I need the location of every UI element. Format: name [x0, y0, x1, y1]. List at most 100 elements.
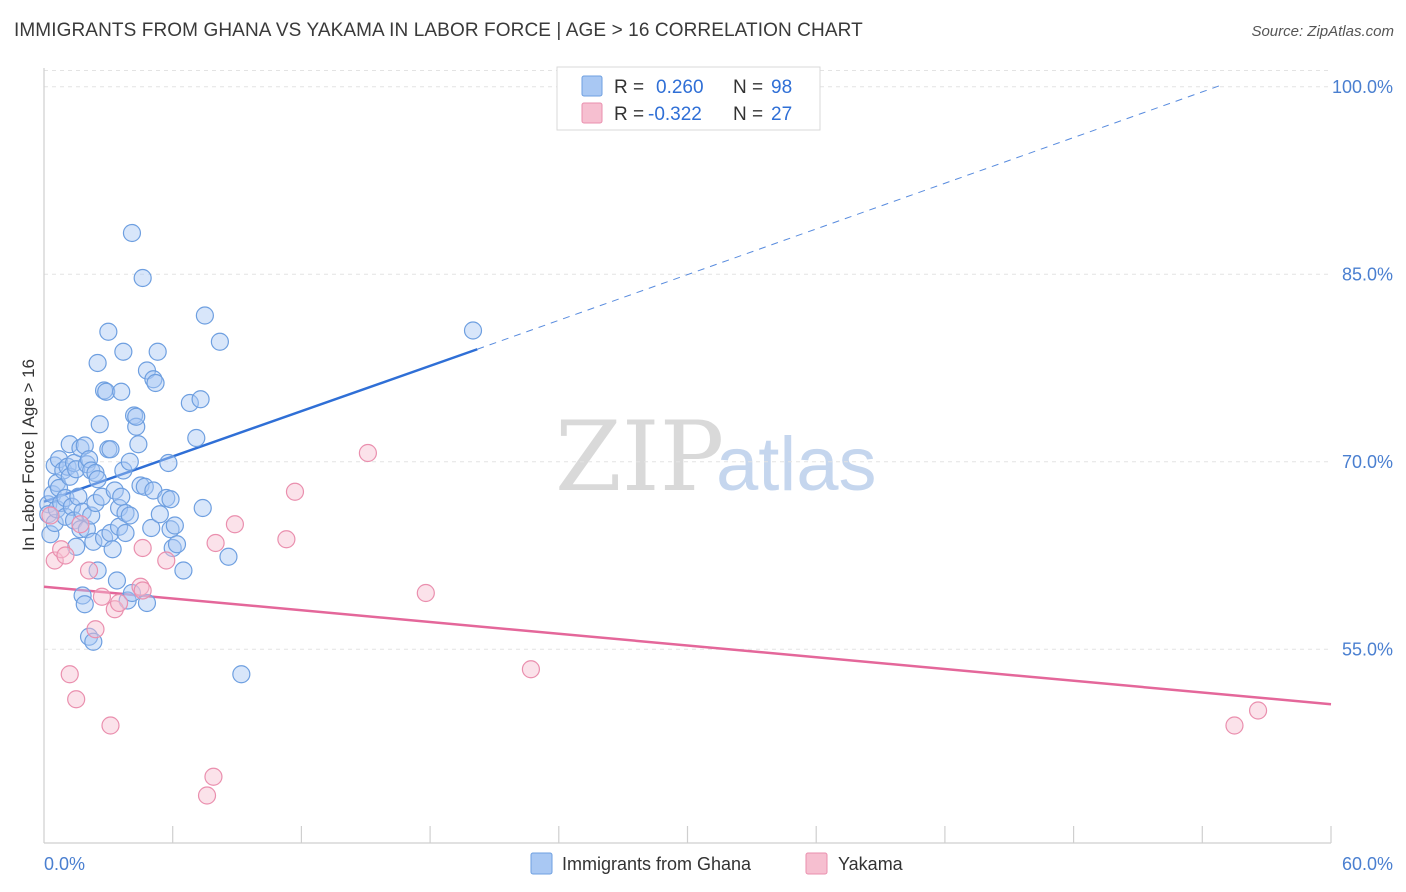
yakama-point	[225, 515, 245, 534]
yakama-point	[109, 593, 129, 613]
y-tick-label-85: 85.0%	[1342, 264, 1393, 284]
ghana-point	[120, 506, 139, 525]
ghana-point	[71, 520, 90, 539]
ghana-point	[107, 571, 127, 590]
ghana-point	[127, 407, 146, 426]
series-ghana-points	[39, 223, 483, 684]
bottom-legend-swatch-yakama	[805, 852, 828, 875]
ghana-point	[69, 487, 88, 506]
yakama-point	[133, 581, 152, 600]
yakama-point	[133, 538, 152, 558]
x-tick-label-min: 0.0%	[44, 854, 85, 874]
ghana-point	[219, 547, 238, 566]
ghana-point	[88, 353, 107, 373]
ghana-point	[146, 373, 165, 393]
source-credit: Source: ZipAtlas.com	[1251, 23, 1394, 40]
ghana-point	[210, 332, 229, 351]
legend-r-value-yakama: -0.322	[648, 104, 702, 125]
yakama-point	[56, 546, 75, 565]
ghana-point	[97, 382, 116, 401]
legend-swatch-yakama	[581, 102, 603, 124]
yakama-point	[204, 767, 223, 786]
ghana-point	[84, 532, 103, 551]
yakama-point	[1225, 716, 1244, 735]
ghana-point	[75, 436, 94, 455]
ghana-point	[122, 223, 142, 243]
series-legend: Immigrants from Ghana Yakama	[530, 852, 904, 875]
ghana-point	[133, 268, 152, 288]
ghana-point	[180, 393, 199, 413]
ghana-point	[103, 540, 122, 559]
ghana-point	[191, 390, 210, 409]
ghana-point	[116, 523, 135, 543]
y-tick-label-100: 100.0%	[1332, 77, 1393, 97]
x-axis-ticks	[172, 826, 1332, 843]
ghana-point	[193, 498, 212, 518]
ghana-point	[142, 518, 161, 538]
ghana-point	[232, 665, 251, 684]
ghana-point	[41, 525, 60, 544]
yakama-point	[521, 660, 541, 679]
yakama-point	[101, 716, 120, 735]
bottom-legend-swatch-ghana	[530, 852, 553, 875]
bottom-legend-label-yakama: Yakama	[838, 854, 904, 874]
trend-lines	[43, 83, 1332, 706]
gridlines	[44, 70, 1331, 650]
legend-swatch-ghana	[581, 75, 603, 97]
ghana-point	[127, 417, 146, 436]
yakama-point	[416, 583, 435, 603]
trend-line-ghana	[43, 348, 478, 503]
legend-n-value-yakama: 27	[771, 104, 792, 125]
yakama-point	[79, 561, 99, 580]
ghana-point	[62, 497, 81, 516]
ghana-point	[60, 435, 79, 454]
yakama-point	[358, 443, 377, 463]
ghana-point	[463, 321, 483, 340]
y-tick-label-55: 55.0%	[1342, 639, 1393, 659]
yakama-point	[86, 620, 105, 639]
ghana-point	[99, 322, 118, 341]
ghana-point	[112, 382, 131, 401]
yakama-point	[41, 506, 60, 525]
yakama-point	[157, 551, 176, 570]
ghana-point	[120, 452, 139, 471]
watermark: ZIP atlas	[555, 401, 877, 513]
ghana-point	[161, 490, 180, 509]
ghana-point	[174, 561, 193, 580]
trend-line-yakama	[43, 585, 1332, 706]
yakama-point	[277, 530, 296, 549]
y-tick-label-70: 70.0%	[1342, 452, 1393, 472]
ghana-point	[112, 487, 131, 506]
ghana-point	[159, 453, 178, 473]
ghana-point	[39, 495, 58, 514]
ghana-point	[165, 516, 184, 535]
bottom-legend-label-ghana: Immigrants from Ghana	[562, 854, 752, 874]
watermark-zip: ZIP	[555, 401, 724, 513]
ghana-point	[49, 478, 69, 498]
yakama-point	[60, 665, 79, 684]
yakama-point	[206, 533, 225, 553]
ghana-point	[88, 470, 107, 489]
yakama-point	[197, 786, 217, 805]
watermark-atlas: atlas	[716, 422, 877, 507]
ghana-point	[167, 535, 187, 554]
ghana-point	[187, 428, 206, 448]
trend-line-ghana-extension	[477, 83, 1224, 350]
stats-legend: R = 0.260 N = 98 R = -0.322 N = 27	[556, 66, 821, 131]
legend-r-label-yakama: R =	[614, 104, 644, 125]
ghana-point	[195, 306, 214, 325]
chart-title: IMMIGRANTS FROM GHANA VS YAKAMA IN LABOR…	[14, 20, 863, 41]
yakama-point	[45, 551, 64, 570]
legend-n-label-yakama: N =	[733, 104, 763, 125]
series-yakama-points	[41, 443, 1268, 805]
y-axis-label: In Labor Force | Age > 16	[19, 359, 38, 551]
legend-n-value-ghana: 98	[771, 77, 792, 98]
ghana-point	[148, 342, 167, 361]
yakama-point	[71, 515, 90, 534]
ghana-point	[67, 460, 86, 479]
ghana-point	[114, 342, 133, 361]
ghana-point	[90, 415, 109, 434]
ghana-point	[75, 595, 94, 614]
legend-n-label-ghana: N =	[733, 77, 763, 98]
